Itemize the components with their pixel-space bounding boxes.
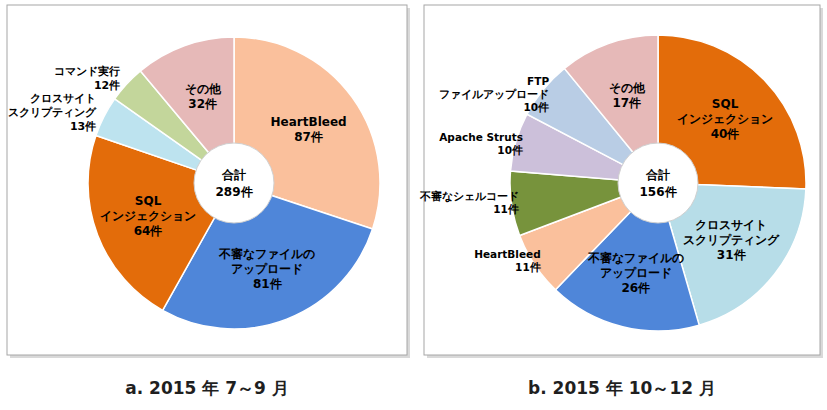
- slice-category-line: アップロード: [231, 262, 303, 276]
- donut: 合計 289件 HeartBleed87件不審なファイルのアップロード81件 SQLイ…: [8, 37, 380, 329]
- slice-category-label: コマンド実行: [54, 65, 120, 78]
- chart-panel: 合計 289件 HeartBleed87件不審なファイルのアップロード81件 SQLイ…: [7, 5, 410, 358]
- center-total: 289件: [215, 185, 252, 199]
- slice-category-line: 不審なファイルの: [587, 251, 684, 265]
- panel-frame: [424, 5, 820, 355]
- slice-category-label: その他: [609, 81, 646, 95]
- slice-category-line: その他: [185, 82, 222, 96]
- slice-category-line: スクリプティング: [8, 106, 97, 119]
- slice-category-line: コマンド実行: [54, 65, 120, 78]
- slice-category-label: 不審なファイルのアップロード: [218, 247, 315, 276]
- slice-category-line: クロスサイト: [695, 218, 767, 232]
- slice-value-label: 11件: [515, 261, 541, 273]
- slice-value-label: 32件: [188, 97, 217, 111]
- slice-category-label: クロスサイトスクリプティング: [8, 92, 97, 119]
- slice: [140, 37, 234, 154]
- slice-value-label: 11件: [493, 203, 519, 215]
- slice-value-label: 81件: [253, 277, 282, 291]
- slice-category-line: アップロード: [600, 266, 672, 280]
- figure: 合計289件HeartBleed87件不審なファイルのアップロード81件SQLイ…: [0, 0, 827, 410]
- slice-category-label: クロスサイトスクリプティング: [683, 218, 780, 247]
- chart-caption: b. 2015 年 10～12 月: [528, 378, 716, 398]
- slice-category-label: 不審なファイルのアップロード: [587, 251, 684, 280]
- slice-category-line: Apache Struts: [439, 131, 523, 143]
- slice-category-label: HeartBleed: [271, 115, 347, 129]
- slice-category-line: HeartBleed: [474, 248, 541, 260]
- center-title: 合計: [221, 168, 246, 182]
- slice-category-line: FTP: [527, 75, 549, 87]
- slice-value-label: 10件: [497, 144, 523, 156]
- slice-category-label: 不審なシェルコード: [419, 190, 519, 203]
- slice-category-line: HeartBleed: [271, 115, 347, 129]
- slice-value-label: 64件: [134, 224, 163, 238]
- slice-value-label: 40件: [711, 127, 740, 141]
- panel-frame: [7, 5, 407, 355]
- slice-value-label: 87件: [294, 130, 323, 144]
- slice: [510, 171, 622, 235]
- slice-category-label: SQLインジェクション: [100, 194, 196, 223]
- slice-category-label: その他: [185, 82, 222, 96]
- donut: 合計 156件 SQLインジェクション40件クロスサイトスクリプティング31件 不審な…: [419, 35, 806, 331]
- center-disc: [618, 143, 698, 223]
- slice-value-label: 10件: [523, 101, 549, 113]
- slice-category-line: 不審なシェルコード: [419, 190, 519, 203]
- center-title: 合計: [645, 168, 670, 182]
- slice-category-line: インジェクション: [100, 209, 196, 223]
- slice: [564, 35, 658, 154]
- chart-panel: 合計 156件 SQLインジェクション40件クロスサイトスクリプティング31件 不審な…: [419, 5, 823, 358]
- slice-category-line: SQL: [135, 194, 162, 208]
- slice-category-line: その他: [609, 81, 646, 95]
- slice-value-label: 31件: [717, 248, 746, 262]
- slice-category-label: SQLインジェクション: [677, 97, 773, 126]
- chart-caption: a. 2015 年 7～9 月: [125, 378, 289, 398]
- center-disc: [194, 143, 274, 223]
- slice-category-line: SQL: [712, 97, 739, 111]
- slice-category-line: スクリプティング: [683, 233, 780, 247]
- slice-category-label: Apache Struts: [439, 131, 523, 143]
- center-total: 156件: [639, 185, 676, 199]
- slice-category-line: クロスサイト: [30, 92, 96, 105]
- slice-category-label: HeartBleed: [474, 248, 541, 260]
- slice-value-label: 12件: [94, 78, 120, 91]
- slice-value-label: 17件: [612, 96, 641, 110]
- slice-category-line: 不審なファイルの: [218, 247, 315, 261]
- slice-category-line: ファイルアップロード: [439, 88, 549, 100]
- slice-category-label: FTPファイルアップロード: [439, 75, 549, 100]
- slice-category-line: インジェクション: [677, 112, 773, 126]
- slice-value-label: 26件: [621, 281, 650, 295]
- slice-value-label: 13件: [70, 120, 96, 133]
